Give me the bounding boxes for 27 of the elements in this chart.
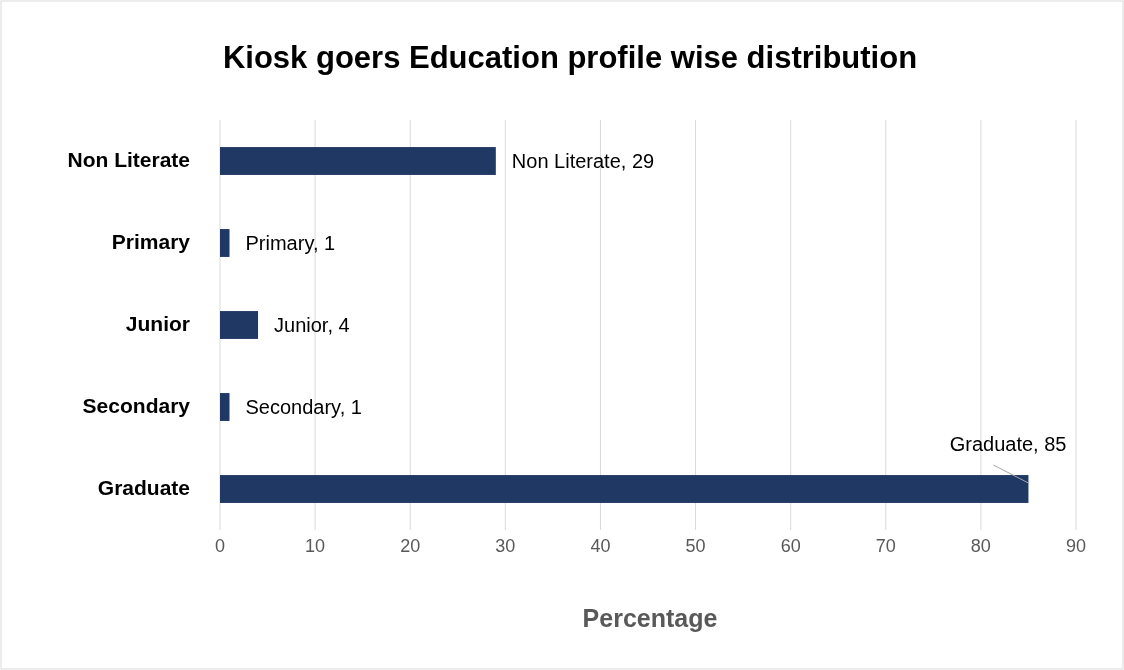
x-tick-label: 80 — [970, 535, 991, 556]
chart-title: Kiosk goers Education profile wise distribution — [222, 40, 918, 75]
x-tick-label: 20 — [400, 535, 421, 556]
y-tick-label: Non Literate — [67, 147, 190, 171]
y-tick-label: Secondary — [82, 393, 191, 417]
y-tick-label: Junior — [125, 311, 190, 335]
bar — [220, 311, 259, 339]
x-tick-label: 10 — [305, 535, 326, 556]
x-tick-label: 0 — [214, 535, 226, 556]
x-tick-label: 30 — [495, 535, 516, 556]
x-tick-label: 60 — [780, 535, 801, 556]
data-label: Secondary, 1 — [245, 396, 362, 419]
x-axis-title: Percentage — [582, 603, 718, 632]
y-tick-label: Graduate — [97, 475, 190, 499]
data-label: Primary, 1 — [245, 232, 336, 255]
bar — [220, 475, 1029, 503]
x-tick-label: 70 — [875, 535, 896, 556]
bar — [220, 229, 230, 257]
data-label: Non Literate, 29 — [511, 150, 655, 173]
x-tick-label: 90 — [1065, 535, 1087, 556]
x-tick-label: 50 — [685, 535, 706, 556]
bar — [220, 393, 230, 421]
y-tick-label: Primary — [111, 229, 191, 253]
x-tick-label: 40 — [590, 535, 611, 556]
bar — [220, 147, 496, 175]
data-label: Junior, 4 — [274, 314, 350, 337]
data-label: Graduate, 85 — [949, 433, 1067, 456]
